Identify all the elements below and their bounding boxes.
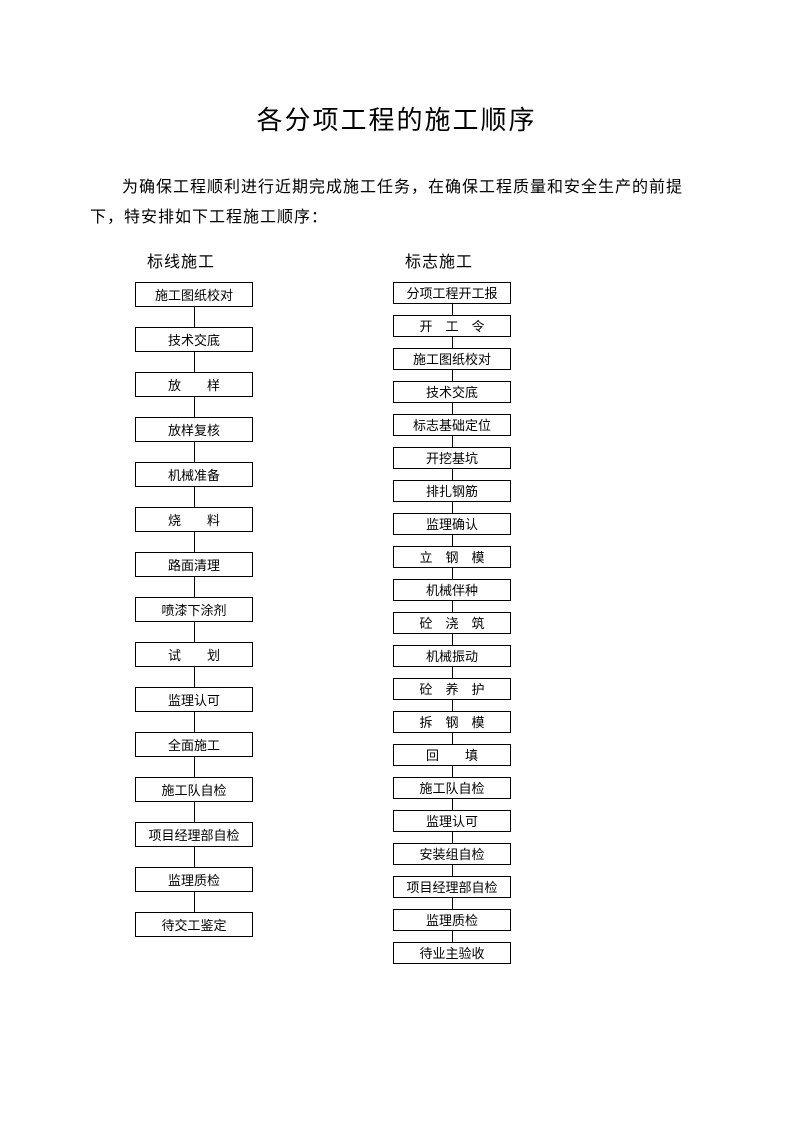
flow-connector [194, 577, 195, 597]
flow-step: 施工图纸校对 [393, 348, 511, 370]
flow-step: 排扎钢筋 [393, 480, 511, 502]
flow-connector [452, 700, 453, 711]
flow-connector [452, 304, 453, 315]
flow-connector [452, 337, 453, 348]
flow-step: 施工队自检 [135, 777, 253, 802]
flow-step: 项目经理部自检 [135, 822, 253, 847]
flow-step: 分项工程开工报 [393, 282, 511, 304]
flow-connector [194, 892, 195, 912]
page-title: 各分项工程的施工顺序 [90, 100, 703, 137]
flow-connector [452, 799, 453, 810]
right-column-header: 标志施工 [393, 248, 473, 272]
flow-connector [194, 532, 195, 552]
flow-connector [452, 865, 453, 876]
flow-connector [194, 847, 195, 867]
flow-connector [194, 352, 195, 372]
flow-step: 机械振动 [393, 645, 511, 667]
flow-step: 监理认可 [393, 810, 511, 832]
flow-connector [194, 667, 195, 687]
flow-step: 待交工鉴定 [135, 912, 253, 937]
right-flowchart: 标志施工 分项工程开工报开 工 令施工图纸校对技术交底标志基础定位开挖基坑排扎钢… [393, 248, 511, 964]
flow-connector [452, 733, 453, 744]
flow-step: 监理质检 [393, 909, 511, 931]
flow-step: 立 钢 模 [393, 546, 511, 568]
flow-connector [452, 667, 453, 678]
flow-step: 机械准备 [135, 462, 253, 487]
flow-connector [194, 397, 195, 417]
flow-connector [452, 931, 453, 942]
flow-connector [452, 436, 453, 447]
flow-step: 技术交底 [135, 327, 253, 352]
flow-step: 项目经理部自检 [393, 876, 511, 898]
flow-connector [452, 601, 453, 612]
flow-step: 全面施工 [135, 732, 253, 757]
flow-connector [452, 832, 453, 843]
flow-step: 安装组自检 [393, 843, 511, 865]
flow-step: 喷漆下涂剂 [135, 597, 253, 622]
flow-step: 砼 浇 筑 [393, 612, 511, 634]
flow-step: 砼 养 护 [393, 678, 511, 700]
left-column-header: 标线施工 [135, 248, 215, 272]
flow-step: 开 工 令 [393, 315, 511, 337]
right-steps-container: 分项工程开工报开 工 令施工图纸校对技术交底标志基础定位开挖基坑排扎钢筋监理确认… [393, 282, 511, 964]
flow-connector [452, 898, 453, 909]
left-flowchart: 标线施工 施工图纸校对技术交底放 样放样复核机械准备烧 料路面清理喷漆下涂剂试 … [135, 248, 253, 964]
flow-step: 开挖基坑 [393, 447, 511, 469]
flow-step: 试 划 [135, 642, 253, 667]
flow-step: 施工队自检 [393, 777, 511, 799]
flow-step: 技术交底 [393, 381, 511, 403]
intro-paragraph: 为确保工程顺利进行近期完成施工任务，在确保工程质量和安全生产的前提下，特安排如下… [90, 173, 703, 234]
flow-connector [452, 370, 453, 381]
flow-step: 监理认可 [135, 687, 253, 712]
flow-connector [452, 766, 453, 777]
flow-connector [194, 307, 195, 327]
left-steps-container: 施工图纸校对技术交底放 样放样复核机械准备烧 料路面清理喷漆下涂剂试 划监理认可… [135, 282, 253, 937]
flow-connector [194, 802, 195, 822]
flow-step: 路面清理 [135, 552, 253, 577]
flow-connector [452, 535, 453, 546]
flow-step: 烧 料 [135, 507, 253, 532]
flow-step: 放样复核 [135, 417, 253, 442]
flow-connector [452, 469, 453, 480]
flow-step: 待业主验收 [393, 942, 511, 964]
flow-connector [452, 502, 453, 513]
flow-connector [452, 403, 453, 414]
flow-step: 放 样 [135, 372, 253, 397]
flow-step: 机械伴种 [393, 579, 511, 601]
flow-step: 施工图纸校对 [135, 282, 253, 307]
flow-connector [194, 757, 195, 777]
flow-step: 监理质检 [135, 867, 253, 892]
flow-connector [194, 442, 195, 462]
flow-connector [452, 634, 453, 645]
flow-connector [194, 487, 195, 507]
flow-step: 标志基础定位 [393, 414, 511, 436]
flow-step: 拆 钢 模 [393, 711, 511, 733]
flowcharts-container: 标线施工 施工图纸校对技术交底放 样放样复核机械准备烧 料路面清理喷漆下涂剂试 … [90, 248, 703, 964]
flow-connector [194, 622, 195, 642]
flow-step: 监理确认 [393, 513, 511, 535]
flow-step: 回 填 [393, 744, 511, 766]
flow-connector [452, 568, 453, 579]
flow-connector [194, 712, 195, 732]
